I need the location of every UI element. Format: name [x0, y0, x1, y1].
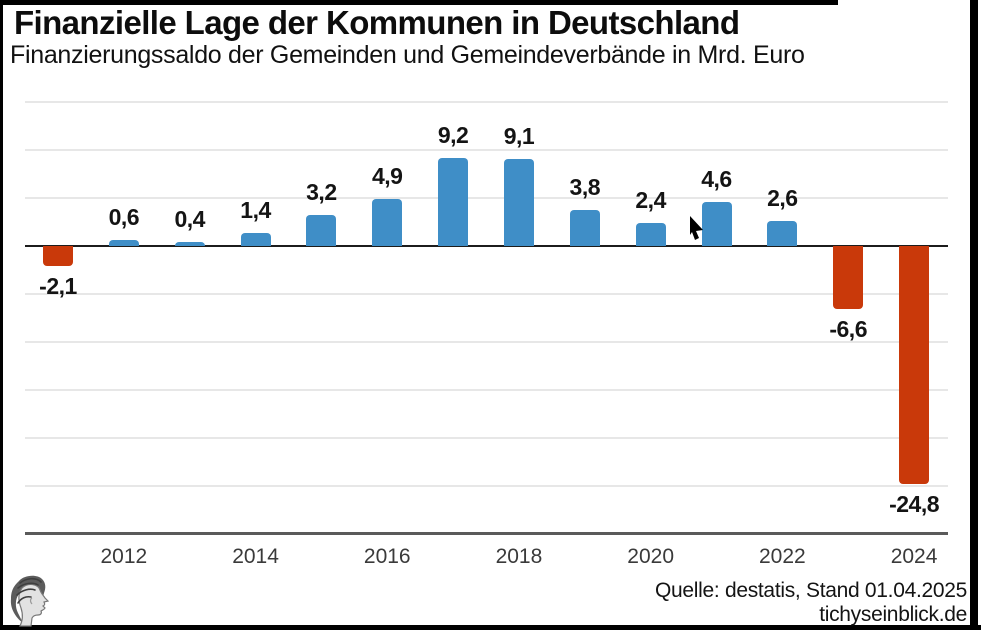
gridline [25, 388, 948, 391]
frame-right-border [970, 0, 978, 630]
bar-2024 [899, 246, 930, 484]
value-label-2018: 9,1 [503, 122, 535, 149]
gridline [25, 149, 948, 152]
page-title: Finanzielle Lage der Kommunen in Deutsch… [14, 4, 740, 41]
bar-2023 [833, 246, 864, 310]
value-label-2023: -6,6 [829, 316, 867, 343]
x-tick-2016: 2016 [363, 545, 411, 568]
gridline [25, 484, 948, 487]
value-label-2022: 2,6 [767, 185, 798, 212]
x-tick-2012: 2012 [100, 545, 148, 568]
source-line: Quelle: destatis, Stand 01.04.2025 [654, 579, 967, 602]
x-tick-2018: 2018 [495, 545, 543, 568]
source-note: Quelle: destatis, Stand 01.04.2025 tichy… [655, 579, 967, 627]
bar-2012 [108, 240, 139, 246]
value-label-2013: 0,4 [174, 206, 205, 233]
gridline [25, 292, 948, 295]
value-label-2015: 3,2 [306, 179, 337, 206]
value-label-2017: 9,2 [437, 121, 469, 148]
mouse-pointer-icon [690, 216, 703, 240]
value-label-2012: 0,6 [108, 204, 140, 231]
value-label-2020: 2,4 [635, 187, 666, 213]
zero-baseline [25, 245, 948, 247]
x-tick-2024: 2024 [890, 545, 938, 568]
source-website: tichyseinblick.de [819, 603, 967, 626]
page-subtitle: Finanzierungssaldo der Gemeinden und Gem… [10, 41, 805, 69]
bar-2013 [174, 242, 205, 246]
bar-2016 [372, 199, 403, 246]
value-label-2016: 4,9 [372, 163, 403, 190]
bar-2014 [240, 232, 271, 246]
bar-2017 [438, 157, 469, 246]
bar-2015 [306, 215, 337, 246]
value-label-2014: 1,4 [240, 196, 271, 223]
value-label-2021: 4,6 [701, 165, 732, 192]
gridline [25, 436, 948, 439]
bar-2022 [767, 221, 798, 246]
bar-2019 [569, 209, 600, 246]
x-tick-2020: 2020 [627, 545, 674, 568]
frame-left-border [0, 0, 3, 630]
bar-2020 [635, 223, 666, 246]
gridline [25, 101, 948, 104]
bar-2021 [701, 201, 732, 246]
value-label-2019: 3,8 [569, 173, 601, 200]
gridline [25, 340, 948, 343]
gridline [25, 197, 948, 200]
title-top-black-bar [0, 0, 838, 5]
x-axis-line [25, 531, 948, 535]
tichys-einblick-head-logo-icon [10, 575, 50, 627]
value-label-2011: -2,1 [39, 273, 77, 300]
x-tick-2022: 2022 [758, 545, 806, 568]
bar-2011 [43, 246, 73, 267]
bar-2018 [503, 158, 534, 246]
value-label-2024: -24,8 [889, 490, 940, 517]
letterbox-bottom-bar [0, 625, 981, 630]
x-tick-2014: 2014 [232, 545, 279, 568]
